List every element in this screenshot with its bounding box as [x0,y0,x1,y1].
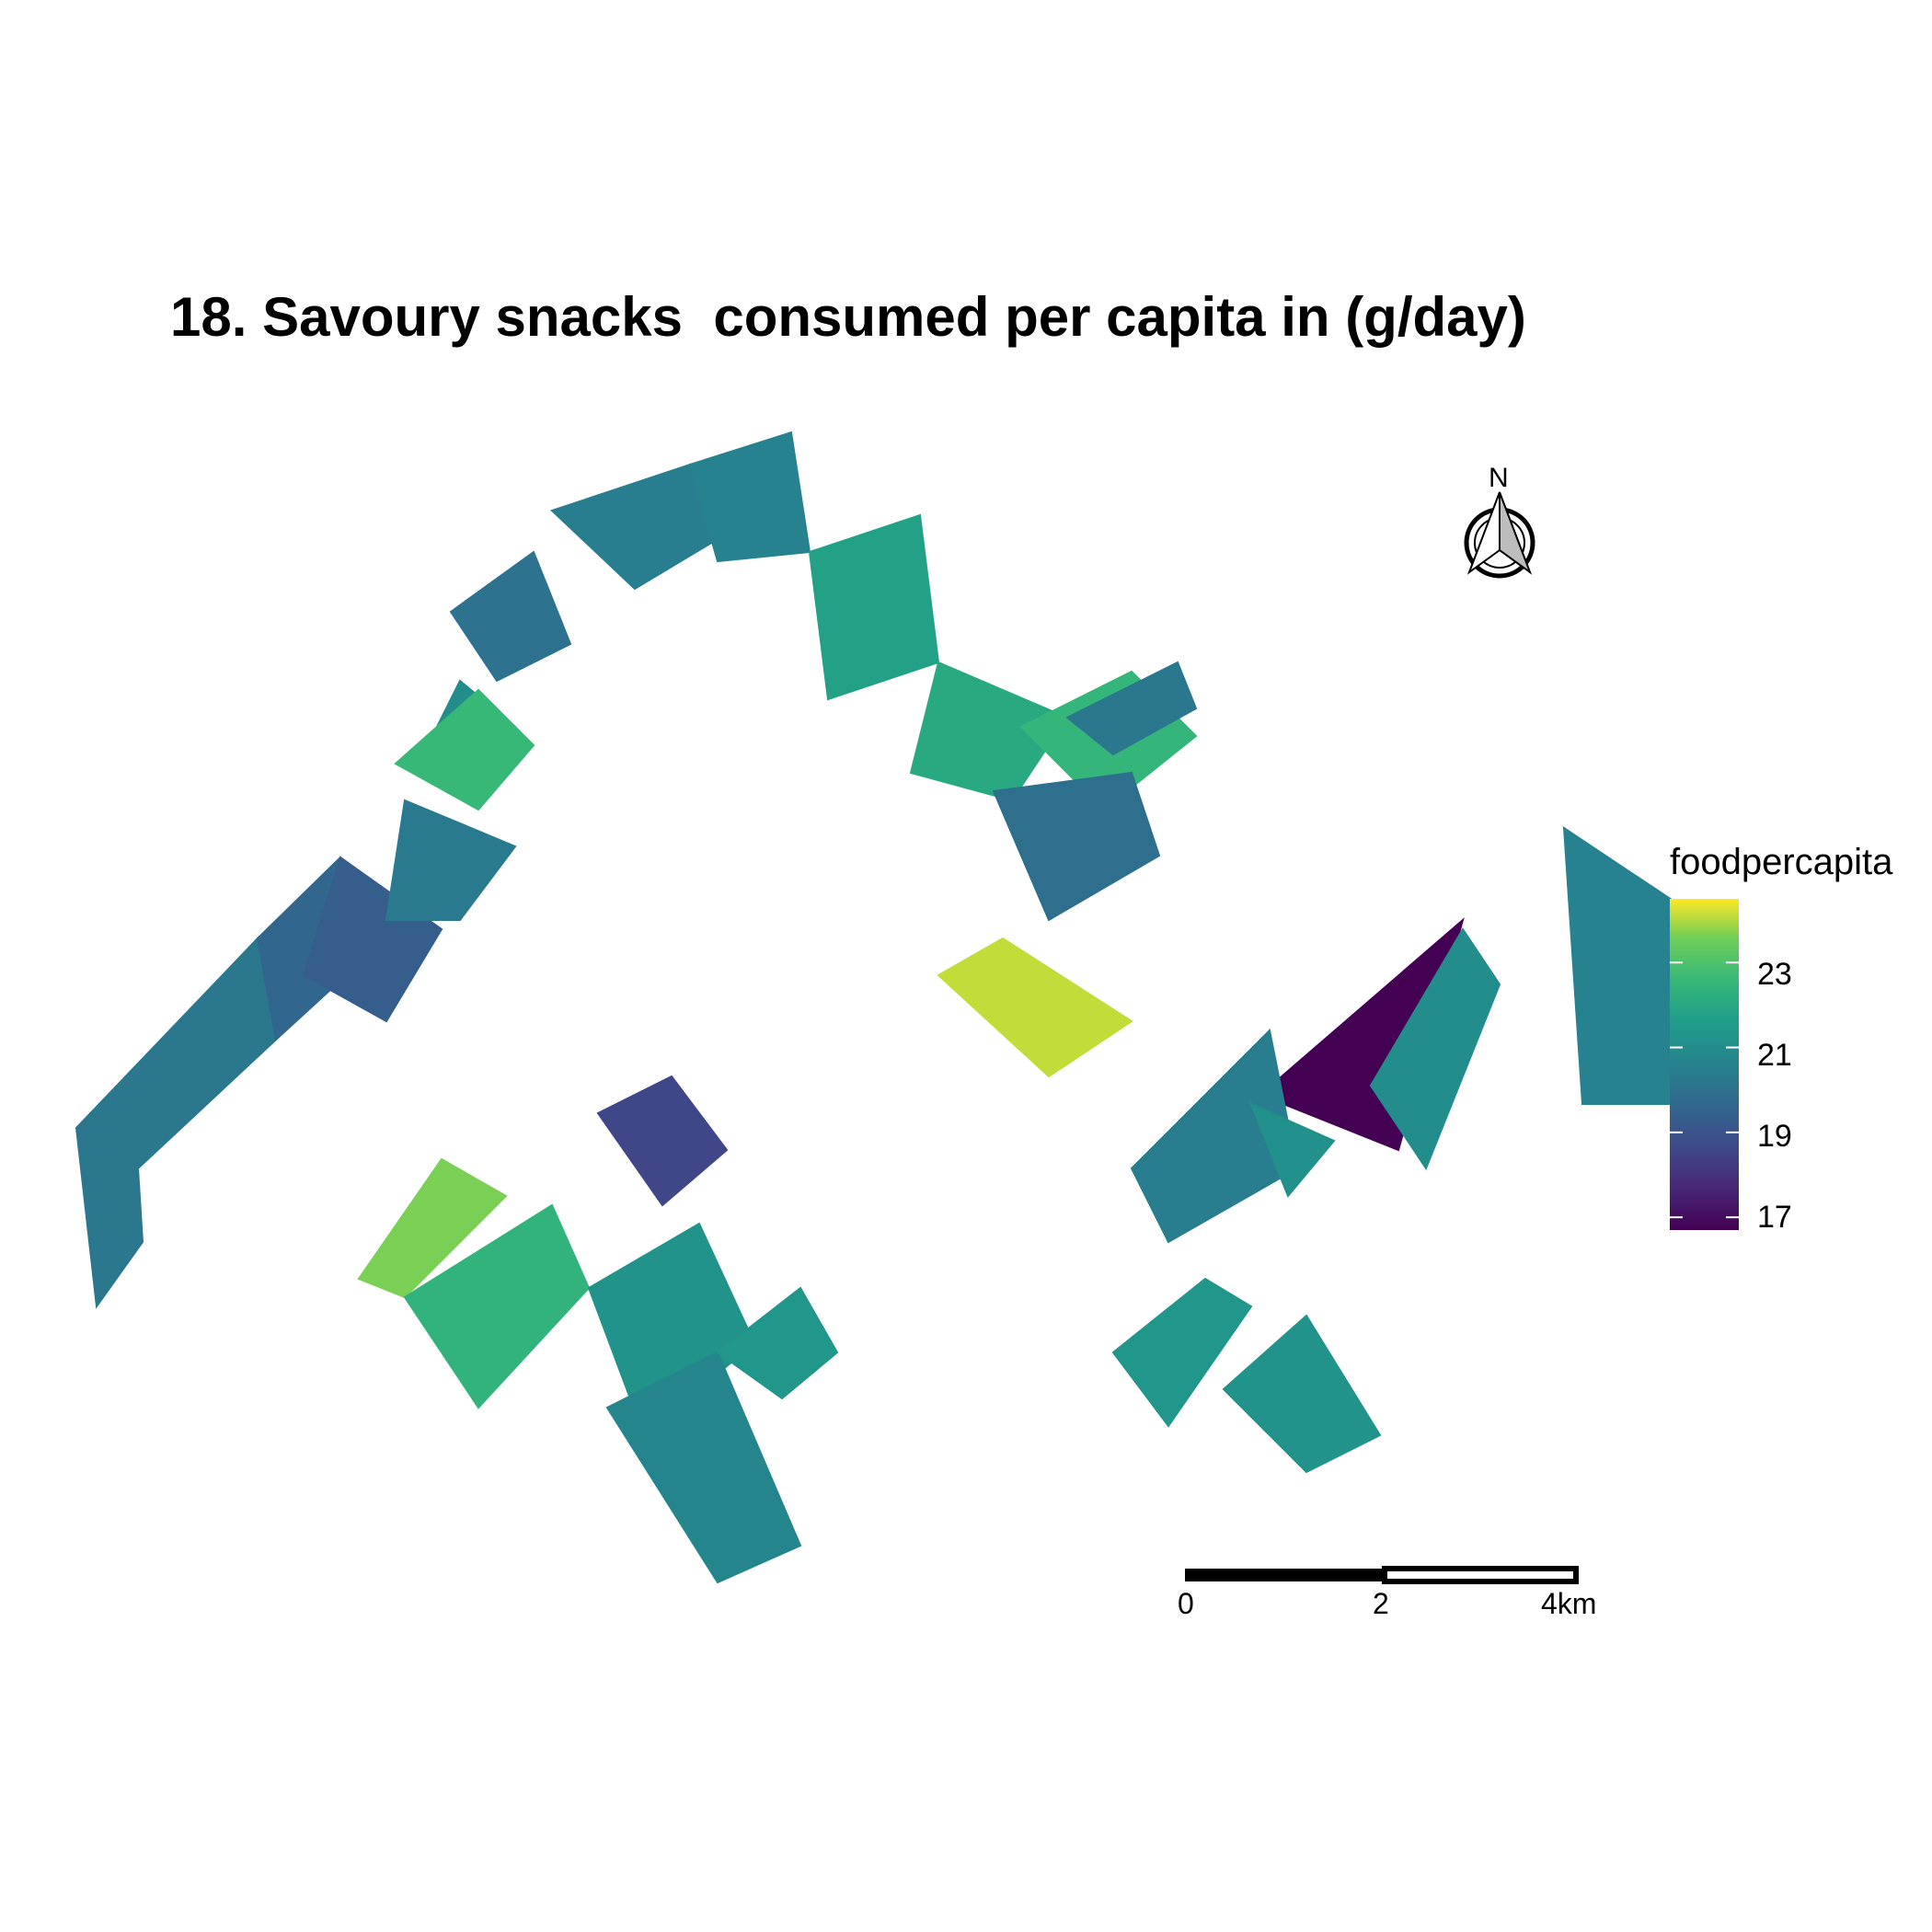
region-polygon [1111,1277,1253,1428]
region-layer [75,431,1722,1584]
region-polygon [385,799,517,921]
north-arrow-right-half [1499,491,1533,575]
north-arrow-left-half [1466,491,1501,575]
region-polygon [394,688,535,811]
legend-title: foodpercapita [1670,842,1893,882]
legend-label-23: 23 [1757,957,1792,992]
region-polygon [605,1351,802,1584]
region-polygon [75,936,278,1309]
scale-bar-segment-1 [1185,1569,1385,1581]
scale-bar [1185,1566,1579,1584]
region-polygon [1369,927,1501,1171]
scale-label-2: 2 [1373,1587,1389,1620]
legend-label-17: 17 [1757,1200,1792,1235]
region-polygon [992,771,1161,922]
region-polygon [357,1157,508,1299]
region-polygon [1249,1102,1336,1198]
scale-label-4km: 4km [1541,1587,1597,1620]
legend-label-21: 21 [1757,1038,1792,1073]
map-title: 18. Savoury snacks consumed per capita i… [170,286,1526,348]
legend-label-19: 19 [1757,1119,1792,1154]
region-polygon [808,513,940,701]
scale-label-0: 0 [1178,1587,1194,1620]
region-polygon [937,937,1133,1078]
region-polygon [449,550,572,683]
scale-bar-segment-2 [1382,1566,1579,1584]
legend-colorbar [1670,899,1739,1230]
north-label: N [1489,463,1509,493]
legend-gradient [1670,899,1739,1230]
legend-tick-marks [1670,961,1739,1219]
region-polygon [1065,661,1198,756]
north-arrow [1464,491,1535,579]
region-polygon [596,1075,729,1207]
region-polygon [716,1286,839,1400]
region-polygon [1222,1314,1382,1474]
